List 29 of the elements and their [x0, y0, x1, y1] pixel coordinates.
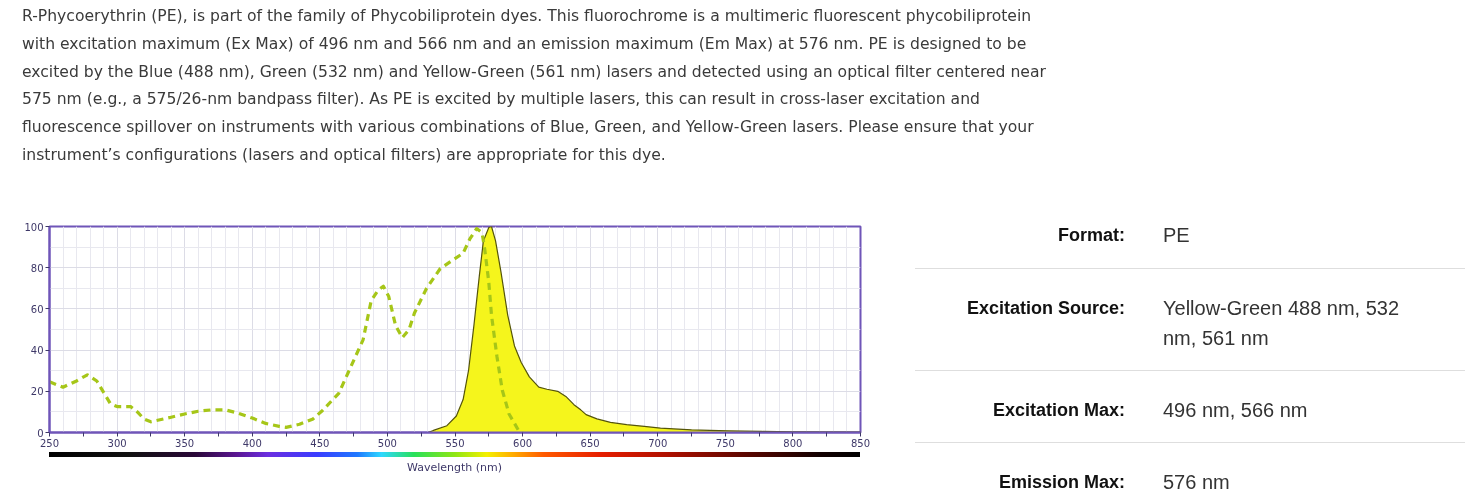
- y-tick-label: 40: [30, 345, 44, 357]
- x-tick-label: 450: [310, 437, 330, 449]
- x-tick-label: 350: [175, 437, 195, 449]
- text: Yellow-Green 488 nm, 532 nm, 561 nm: [1163, 296, 1401, 351]
- x-tick-label: 800: [783, 437, 803, 449]
- x-tick-label: 700: [648, 437, 668, 449]
- text: Format:: [1057, 224, 1125, 247]
- y-tick-label: 80: [30, 262, 44, 274]
- x-tick-label: 600: [513, 437, 533, 449]
- x-tick-label: 400: [242, 437, 262, 449]
- text: 496 nm, 566 nm: [1163, 398, 1309, 423]
- x-tick-label: 550: [445, 437, 465, 449]
- x-axis-title: Wavelength (nm): [406, 461, 503, 475]
- text: PE: [1163, 223, 1191, 248]
- text: Excitation Max:: [991, 399, 1125, 422]
- x-tick-label: 250: [39, 437, 60, 449]
- x-tick-label: 650: [580, 437, 600, 449]
- y-tick-label: 100: [24, 221, 44, 233]
- x-tick-label: 750: [715, 437, 735, 449]
- x-tick-label: 850: [850, 437, 871, 449]
- text: 576 nm: [1163, 470, 1231, 495]
- y-tick-label: 60: [30, 303, 44, 315]
- text: Emission Max:: [997, 471, 1125, 494]
- x-tick-label: 500: [377, 437, 397, 449]
- x-tick-label: 300: [107, 437, 127, 449]
- chart-subtitle: R-Phycoerythrin (PE), is part of the family of Phycobiliprotein dyes. This fluorochrome is a multimeric fluorescent phycobiliprotein with excitation maximum (Ex Max) of 496 nm and 566 nm and an emission maximum (Em Max) at 576 nm. PE is designed to be excited by the Blue (488 nm), Green (532 nm) and Yellow-Green (561 nm) lasers and detected using an optical filter centered near 575 nm (e.g., a 575/26-nm bandpass filter). As PE is excited by multiple lasers, this can result in cross-laser excitation and fluorescence spillover on instruments with various combinations of Blue, Green, and Yellow-Green lasers. Please ensure that your instrument’s configurations (lasers and optical filters) are appropriate for this dye.: [21, 6, 1046, 166]
- y-tick-label: 0: [37, 427, 44, 439]
- y-tick-label: 20: [30, 386, 44, 398]
- text: Excitation Source:: [965, 297, 1125, 320]
